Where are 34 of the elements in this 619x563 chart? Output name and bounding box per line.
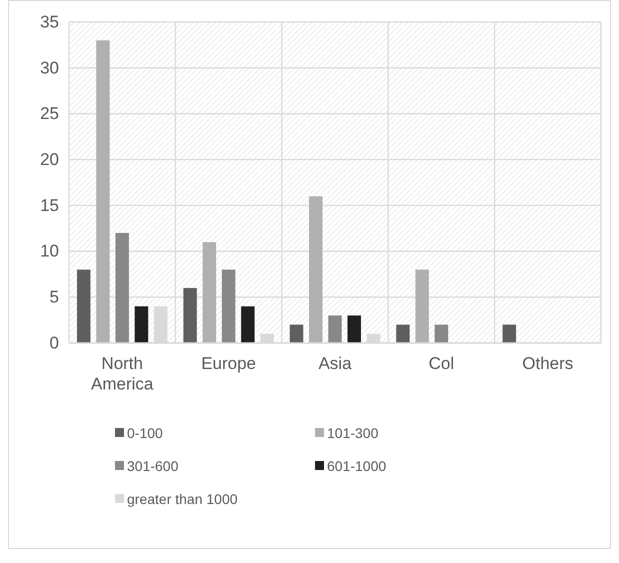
y-tick-label: 10 xyxy=(40,242,59,261)
legend-label: 101-300 xyxy=(327,424,379,441)
y-tick-label: 35 xyxy=(40,12,59,32)
bar xyxy=(502,324,516,343)
x-tick-label: Europe xyxy=(201,354,256,374)
legend-label: 0-100 xyxy=(127,424,164,441)
bar xyxy=(434,324,448,343)
y-tick-label: 30 xyxy=(40,58,59,78)
bar xyxy=(415,270,429,343)
bar xyxy=(202,242,216,343)
bar xyxy=(348,315,361,343)
y-tick-label: 25 xyxy=(40,104,59,124)
bar xyxy=(115,232,129,343)
bar xyxy=(328,315,342,343)
x-tick-label: Col xyxy=(428,354,454,374)
bar xyxy=(134,306,148,343)
legend-label: 601-1000 xyxy=(327,458,386,474)
bar xyxy=(396,324,410,343)
x-tick-label: North America xyxy=(91,354,154,394)
y-tick-label: 15 xyxy=(40,196,59,215)
bar xyxy=(76,270,90,343)
y-tick-label: 0 xyxy=(50,333,59,352)
bar xyxy=(222,270,236,343)
legend-label: greater than 1000 xyxy=(127,490,238,507)
bar xyxy=(309,196,322,343)
y-tick-label: 20 xyxy=(40,150,59,170)
x-tick-label: Others xyxy=(522,354,574,374)
bar xyxy=(183,288,197,343)
bar xyxy=(96,40,110,343)
legend-label: 301-600 xyxy=(127,458,179,474)
bar xyxy=(241,306,255,343)
y-tick-label: 5 xyxy=(50,288,59,307)
bar xyxy=(290,324,304,343)
x-tick-label: Asia xyxy=(318,354,352,374)
